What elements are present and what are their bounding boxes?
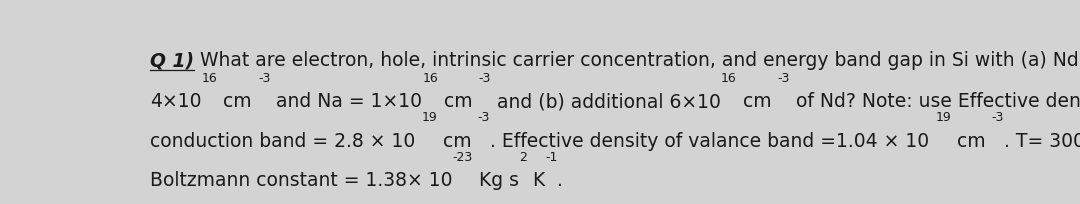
Text: 16: 16: [721, 72, 737, 84]
Text: 16: 16: [202, 72, 217, 84]
Text: cm: cm: [737, 92, 778, 111]
Text: K: K: [527, 171, 545, 190]
Text: conduction band = 2.8 × 10: conduction band = 2.8 × 10: [150, 131, 421, 150]
Text: What are electron, hole, intrinsic carrier concentration, and energy band gap in: What are electron, hole, intrinsic carri…: [194, 51, 1080, 70]
Text: -3: -3: [477, 111, 490, 124]
Text: -3: -3: [258, 72, 270, 84]
Text: Boltzmann constant = 1.38× 10: Boltzmann constant = 1.38× 10: [150, 171, 453, 190]
Text: Kg s: Kg s: [473, 171, 518, 190]
Text: cm: cm: [951, 131, 991, 150]
Text: 16: 16: [422, 72, 438, 84]
Text: of Nd? Note: use Effective density of: of Nd? Note: use Effective density of: [789, 92, 1080, 111]
Text: -3: -3: [991, 111, 1004, 124]
Text: cm: cm: [438, 92, 478, 111]
Text: 2: 2: [518, 150, 527, 163]
Text: 19: 19: [421, 111, 437, 124]
Text: and Na = 1×10: and Na = 1×10: [270, 92, 422, 111]
Text: -3: -3: [478, 72, 491, 84]
Text: . T= 300 K,: . T= 300 K,: [1004, 131, 1080, 150]
Text: .: .: [557, 171, 563, 190]
Text: 4×10: 4×10: [150, 92, 202, 111]
Text: -1: -1: [545, 150, 557, 163]
Text: Q 1): Q 1): [150, 51, 194, 70]
Text: -3: -3: [778, 72, 789, 84]
Text: cm: cm: [437, 131, 477, 150]
Text: and (b) additional 6×10: and (b) additional 6×10: [491, 92, 721, 111]
Text: cm: cm: [217, 92, 258, 111]
Text: . Effective density of valance band =1.04 × 10: . Effective density of valance band =1.0…: [490, 131, 935, 150]
Text: -23: -23: [453, 150, 473, 163]
Text: 19: 19: [935, 111, 951, 124]
